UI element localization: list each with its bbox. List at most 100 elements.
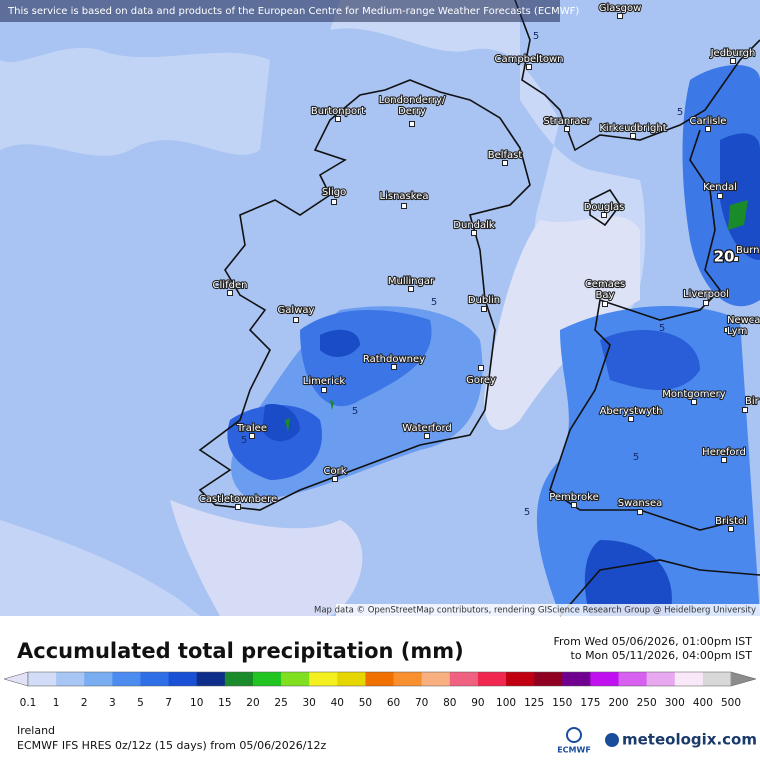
city-label: Limerick (303, 376, 346, 387)
city-label: Douglas (584, 202, 625, 213)
legend-swatch (309, 672, 338, 686)
city-label: Derry (398, 106, 426, 117)
legend-title: Accumulated total precipitation (mm) (17, 639, 464, 663)
legend-label: 70 (415, 697, 428, 709)
attribution-bg (336, 604, 760, 616)
logo-meteologix[interactable]: meteologix.com (622, 731, 757, 749)
legend-above (730, 671, 757, 687)
city-label: Glasgow (599, 3, 642, 14)
city-marker (471, 230, 477, 236)
city-label: Bir (745, 396, 760, 407)
legend-swatch (506, 672, 535, 686)
city-label: Londonderry/ (379, 95, 446, 106)
legend-frame (27, 671, 732, 687)
legend-swatch (168, 672, 198, 686)
legend-swatch (84, 672, 113, 686)
legend-swatch (224, 672, 254, 686)
contour-label: 5 (677, 107, 683, 118)
city-marker (332, 476, 338, 482)
city-marker (321, 387, 327, 393)
legend-label: 175 (580, 697, 600, 709)
meteologix-icon (605, 733, 619, 747)
legend-label: 15 (218, 697, 231, 709)
city-marker (691, 399, 697, 405)
city-label: Hereford (702, 447, 746, 458)
city-label: Liverpool (683, 289, 729, 300)
city-marker (391, 364, 397, 370)
city-label: Dublin (468, 295, 500, 306)
city-marker (424, 433, 430, 439)
city-label: Swansea (618, 498, 662, 509)
legend-label: 100 (496, 697, 516, 709)
legend-label: 25 (274, 697, 287, 709)
legend-label: 500 (721, 697, 741, 709)
contour-label: 20 (714, 248, 735, 266)
city-marker (630, 133, 636, 139)
city-label: Lisnaskea (380, 191, 429, 202)
city-marker (733, 256, 739, 262)
legend-label: 20 (246, 697, 259, 709)
date-from: From Wed 05/06/2026, 01:00pm IST (554, 635, 753, 648)
region: Ireland (17, 724, 55, 737)
legend-label: 300 (665, 697, 685, 709)
legend-below (3, 671, 29, 687)
legend-swatch (449, 672, 479, 686)
legend-label: 60 (387, 697, 400, 709)
legend-swatch (28, 672, 57, 686)
legend-swatch (534, 672, 563, 686)
legend-label: 30 (303, 697, 316, 709)
city-label: Cork (323, 466, 346, 477)
legend-label: 7 (165, 697, 172, 709)
legend-swatch (56, 672, 85, 686)
map (0, 0, 760, 617)
legend-swatch (252, 672, 282, 686)
legend-label: 2 (81, 697, 88, 709)
city-label: Gorey (466, 375, 496, 386)
city-marker (571, 502, 577, 508)
contour-label: 5 (659, 323, 665, 334)
city-label: Jedburgh (710, 48, 756, 59)
city-marker (502, 160, 508, 166)
legend-label: 400 (693, 697, 713, 709)
contour-label: 5 (633, 452, 639, 463)
city-marker (401, 203, 407, 209)
city-marker (703, 300, 709, 306)
city-label: Lym (727, 326, 747, 337)
legend-label: 150 (552, 697, 572, 709)
city-marker (227, 290, 233, 296)
city-marker (617, 13, 623, 19)
city-label: Pembroke (549, 492, 599, 503)
city-marker (335, 116, 341, 122)
city-label: Mullingar (388, 276, 435, 287)
legend-label: 10 (190, 697, 203, 709)
city-marker (249, 433, 255, 439)
legend-swatch (112, 672, 141, 686)
city-label: Burn (736, 245, 759, 256)
city-marker (409, 121, 415, 127)
city-label: Dundalk (453, 220, 495, 231)
city-marker (602, 301, 608, 307)
legend-swatch (421, 672, 451, 686)
city-label: Belfast (488, 150, 523, 161)
banner: This service is based on data and produc… (7, 6, 579, 17)
legend-swatch (590, 672, 620, 686)
city-marker (724, 327, 730, 333)
legend-swatch (365, 672, 395, 686)
legend-swatch (702, 672, 732, 686)
legend-swatch (337, 672, 366, 686)
city-marker (717, 193, 723, 199)
legend-label: 3 (109, 697, 116, 709)
legend-label: 0.1 (20, 697, 37, 709)
legend-label: 80 (443, 697, 456, 709)
legend-swatch (618, 672, 648, 686)
legend-label: 250 (637, 697, 657, 709)
city-marker (628, 416, 634, 422)
city-marker (730, 58, 736, 64)
city-marker (705, 126, 711, 132)
contour-label: 5 (524, 507, 530, 518)
legend-label: 40 (331, 697, 344, 709)
city-label: Montgomery (662, 389, 725, 400)
legend-label: 1 (53, 697, 60, 709)
city-marker (637, 509, 643, 515)
